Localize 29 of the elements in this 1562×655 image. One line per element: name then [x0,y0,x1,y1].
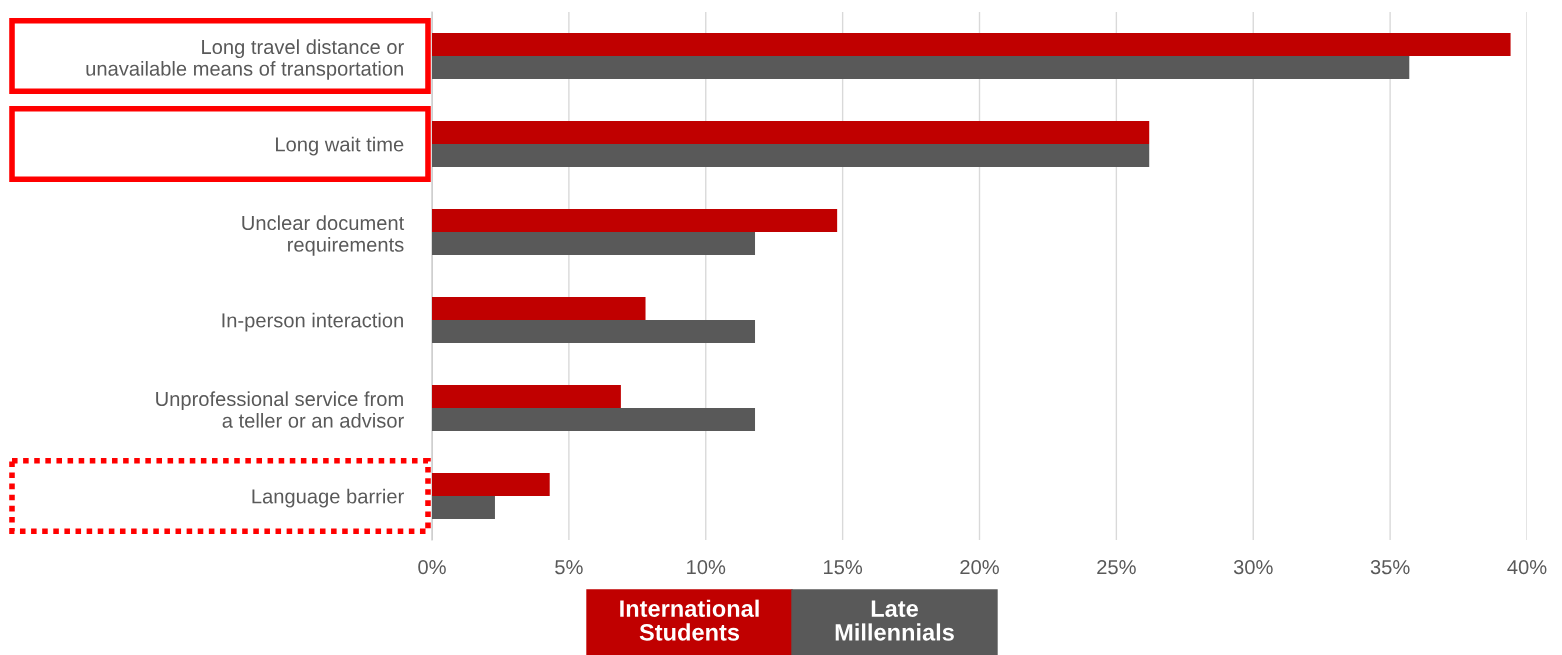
bar [432,121,1150,144]
bar [432,473,550,496]
x-tick-label: 10% [687,559,726,575]
bar [432,320,756,343]
y-tick-label: Language barrier [252,488,404,508]
x-tick-label: 30% [1233,559,1273,575]
y-tick-label: Long travel distance or unavailable means of transportation [86,39,404,80]
x-tick-label: 40% [1507,559,1547,575]
y-tick-label: Unprofessional service from a teller or an advisor [156,391,404,428]
bar [432,144,1150,167]
x-tick-label: 25% [1097,559,1136,575]
x-tick-label: 15% [824,560,863,575]
bar [432,297,646,320]
y-tick-label: Long wait time [276,136,404,156]
x-tick-label: 20% [960,559,999,575]
bar [432,56,1410,79]
bar [432,232,756,255]
x-tick-label: 0% [418,559,446,575]
bar [432,385,621,408]
x-tick-label: 5% [555,560,583,575]
bar [432,408,756,431]
text: Late Millennials [835,600,954,641]
x-tick-label: 35% [1370,559,1410,575]
bar [432,33,1511,56]
text: International Students [620,599,759,641]
y-tick-label: Unclear document requirements [242,215,405,256]
y-tick-label: In-person interaction [222,312,403,332]
bar [432,496,495,519]
bar [432,209,838,232]
